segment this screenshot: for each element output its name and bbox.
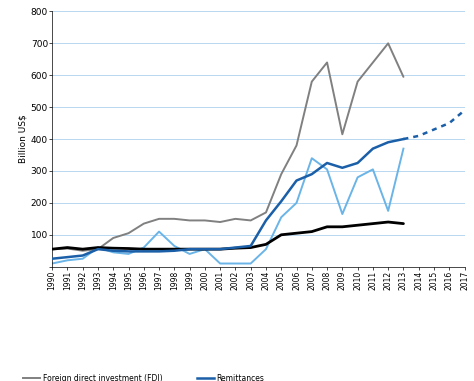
Legend: Foreign direct investment (FDI), Official development assistance (ODA), Remittan: Foreign direct investment (FDI), Officia… — [23, 374, 333, 381]
Y-axis label: Billion US$: Billion US$ — [19, 115, 28, 163]
